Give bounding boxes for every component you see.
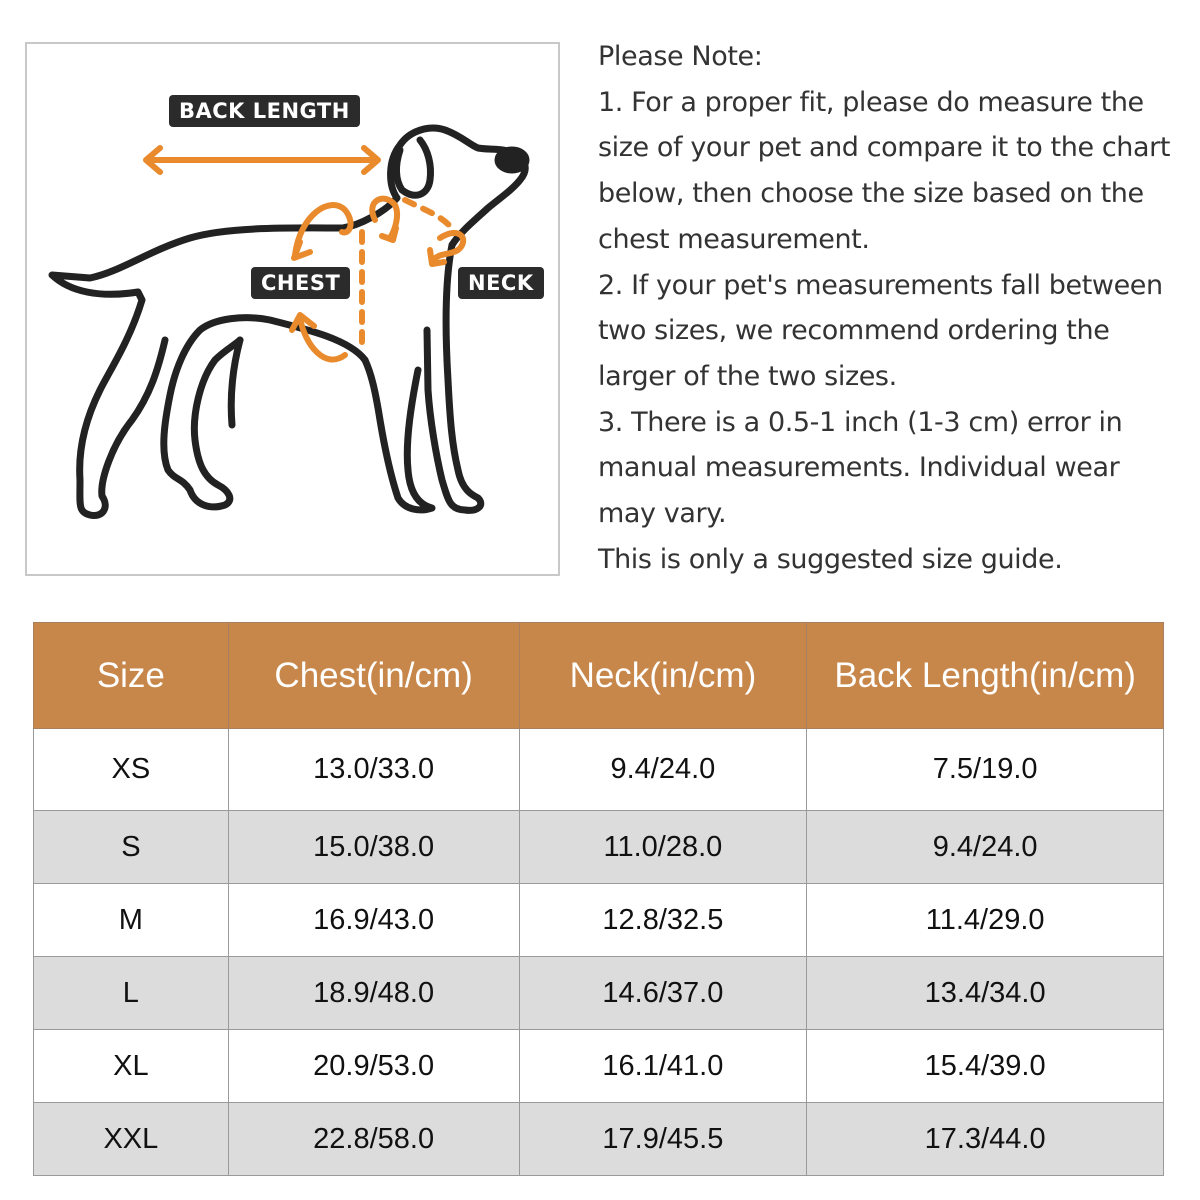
cell-neck: 12.8/32.5: [518, 883, 808, 957]
cell-size: XL: [33, 1029, 229, 1103]
cell-back-length: 9.4/24.0: [806, 810, 1164, 884]
dog-measurement-illustration: [25, 42, 560, 576]
cell-neck: 14.6/37.0: [518, 956, 808, 1030]
measurement-arrows: [143, 145, 467, 363]
table-row: XS 13.0/33.0 9.4/24.0 7.5/19.0: [33, 728, 1164, 811]
cell-size: XXL: [33, 1102, 229, 1176]
chest-lower-arrow-icon: [289, 312, 348, 363]
cell-back-length: 15.4/39.0: [806, 1029, 1164, 1103]
cell-chest: 16.9/43.0: [227, 883, 520, 957]
note-line: 3. There is a 0.5-1 inch (1-3 cm) error …: [598, 406, 1123, 438]
cell-size: XS: [33, 728, 229, 811]
size-chart-table: Size Chest(in/cm) Neck(in/cm) Back Lengt…: [33, 622, 1164, 1176]
note-heading: Please Note:: [598, 41, 763, 72]
note-line: chest measurement.: [598, 223, 870, 255]
cell-chest: 15.0/38.0: [227, 810, 520, 884]
dog-outline: [48, 124, 530, 520]
cell-chest: 18.9/48.0: [227, 956, 520, 1030]
note-line: size of your pet and compare it to the c…: [598, 132, 1171, 164]
cell-chest: 13.0/33.0: [227, 728, 520, 811]
neck-dashed-line: [402, 197, 455, 231]
cell-neck: 16.1/41.0: [518, 1029, 808, 1103]
note-line: This is only a suggested size guide.: [598, 543, 1063, 575]
cell-neck: 11.0/28.0: [518, 810, 808, 884]
cell-size: L: [33, 956, 229, 1030]
table-row: S 15.0/38.0 11.0/28.0 9.4/24.0: [33, 810, 1164, 884]
cell-chest: 20.9/53.0: [227, 1029, 520, 1103]
cell-size: M: [33, 883, 229, 957]
cell-back-length: 11.4/29.0: [806, 883, 1164, 957]
note-line: 2. If your pet's measurements fall betwe…: [598, 269, 1163, 301]
cell-back-length: 17.3/44.0: [806, 1102, 1164, 1176]
note-line: below, then choose the size based on the: [598, 178, 1144, 210]
back-length-label: BACK LENGTH: [169, 95, 360, 127]
cell-neck: 17.9/45.5: [518, 1102, 808, 1176]
note-line: manual measurements. Individual wear: [598, 452, 1120, 484]
note-line: 1. For a proper fit, please do measure t…: [598, 86, 1144, 118]
table-row: XXL 22.8/58.0 17.9/45.5 17.3/44.0: [33, 1102, 1164, 1176]
back-length-arrow-icon: [143, 145, 381, 175]
chest-upper-arrow-icon: [291, 202, 354, 261]
neck-top-arrow-icon: [369, 195, 401, 243]
cell-back-length: 7.5/19.0: [806, 728, 1164, 811]
note-line: larger of the two sizes.: [598, 360, 897, 392]
please-note-section: Please Note: 1. For a proper fit, please…: [598, 34, 1188, 582]
column-header-back-length: Back Length(in/cm): [806, 622, 1164, 729]
neck-label: NECK: [458, 267, 544, 299]
chest-label: CHEST: [251, 267, 351, 299]
column-header-size: Size: [33, 622, 229, 729]
table-header-row: Size Chest(in/cm) Neck(in/cm) Back Lengt…: [33, 622, 1164, 729]
table-row: M 16.9/43.0 12.8/32.5 11.4/29.0: [33, 883, 1164, 957]
cell-neck: 9.4/24.0: [518, 728, 808, 811]
table-row: XL 20.9/53.0 16.1/41.0 15.4/39.0: [33, 1029, 1164, 1103]
note-line: two sizes, we recommend ordering the: [598, 315, 1110, 347]
column-header-chest: Chest(in/cm): [227, 622, 520, 729]
neck-side-arrow-icon: [427, 229, 467, 267]
dog-outline-drawing: [48, 124, 530, 520]
column-header-neck: Neck(in/cm): [518, 622, 808, 729]
cell-chest: 22.8/58.0: [227, 1102, 520, 1176]
cell-size: S: [33, 810, 229, 884]
cell-back-length: 13.4/34.0: [806, 956, 1164, 1030]
table-row: L 18.9/48.0 14.6/37.0 13.4/34.0: [33, 956, 1164, 1030]
note-line: may vary.: [598, 498, 727, 530]
